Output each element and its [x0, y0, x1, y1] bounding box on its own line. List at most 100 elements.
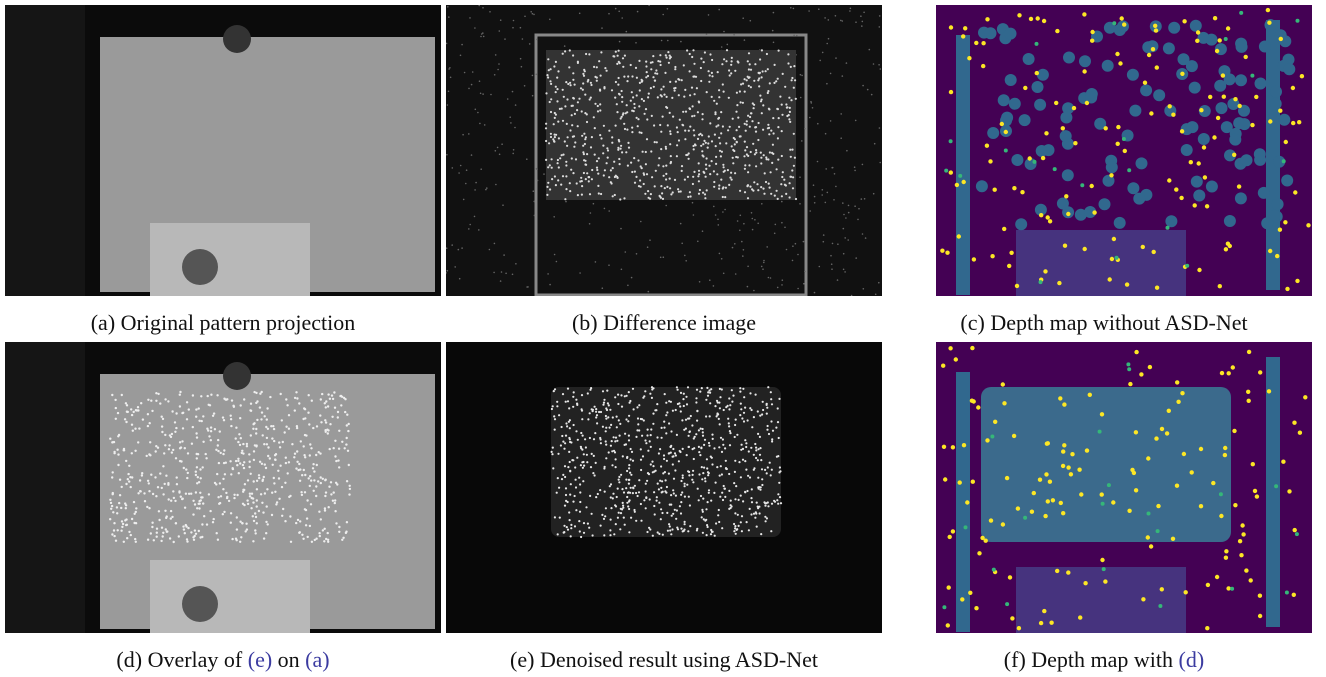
dot — [199, 492, 201, 494]
dot — [550, 83, 552, 85]
dot — [730, 500, 732, 502]
dot — [732, 118, 734, 120]
dot — [620, 117, 622, 119]
reference-link[interactable]: (d) — [1179, 647, 1205, 672]
dot — [149, 422, 151, 424]
dot — [749, 116, 751, 118]
dot — [1270, 86, 1282, 98]
dot — [652, 76, 654, 78]
dot — [1283, 220, 1287, 224]
dot — [689, 94, 691, 96]
dot — [668, 523, 670, 525]
dot — [664, 471, 666, 473]
dot — [1193, 190, 1205, 202]
dot — [722, 444, 724, 446]
dot — [174, 421, 176, 423]
dot — [605, 407, 607, 409]
dot — [138, 427, 140, 429]
dot — [569, 82, 571, 84]
panel-image — [446, 342, 882, 633]
dot — [701, 478, 703, 480]
dot — [697, 111, 699, 113]
dot — [296, 425, 298, 427]
dot — [739, 387, 741, 389]
reference-link[interactable]: (e) — [248, 647, 272, 672]
dot — [638, 429, 640, 431]
dot — [574, 113, 576, 115]
dot — [699, 391, 701, 393]
dot — [320, 398, 322, 400]
dot — [584, 143, 586, 145]
dot — [559, 517, 561, 519]
dot — [621, 406, 623, 408]
dot — [600, 51, 602, 53]
dot — [553, 415, 555, 417]
dot — [225, 492, 227, 494]
dot — [558, 166, 560, 168]
dot — [609, 427, 611, 429]
dot — [1083, 581, 1087, 585]
dot — [113, 522, 115, 524]
dot — [296, 461, 298, 463]
dot — [575, 486, 577, 488]
dot — [770, 171, 772, 173]
dot — [744, 91, 746, 93]
dot — [614, 440, 616, 442]
dot — [218, 462, 220, 464]
dot — [1251, 462, 1255, 466]
dot — [648, 527, 650, 529]
dot — [716, 173, 718, 175]
dot — [794, 157, 796, 159]
dot — [337, 411, 339, 413]
dot — [628, 147, 630, 149]
dot — [761, 266, 763, 268]
dot — [1238, 539, 1242, 543]
dot — [612, 493, 614, 495]
dot — [196, 507, 198, 509]
dot — [297, 519, 299, 521]
dot — [699, 454, 701, 456]
dot — [660, 185, 662, 187]
dot — [822, 189, 824, 191]
dot — [183, 467, 185, 469]
dot — [791, 77, 793, 79]
dot — [1046, 441, 1050, 445]
dot — [709, 415, 711, 417]
dot — [564, 140, 566, 142]
dot — [209, 510, 211, 512]
dot — [215, 449, 217, 451]
wall — [5, 5, 85, 296]
dot — [743, 155, 745, 157]
dot — [750, 86, 752, 88]
dot — [754, 517, 756, 519]
reference-link[interactable]: (a) — [305, 647, 329, 672]
dot — [628, 435, 630, 437]
dot — [721, 473, 723, 475]
dot — [687, 418, 689, 420]
dot — [597, 185, 599, 187]
dot — [649, 239, 651, 241]
dot — [1244, 55, 1248, 59]
dot — [607, 149, 609, 151]
dot — [583, 159, 585, 161]
dot — [642, 397, 644, 399]
dot — [631, 451, 633, 453]
dot — [554, 429, 556, 431]
dot — [721, 492, 723, 494]
dot — [791, 169, 793, 171]
dot — [179, 441, 181, 443]
dot — [151, 410, 153, 412]
dot — [654, 185, 656, 187]
dot — [955, 183, 959, 187]
dot — [669, 178, 671, 180]
dot — [1066, 212, 1070, 216]
dot — [1293, 528, 1297, 532]
dot — [565, 161, 567, 163]
dot — [617, 488, 619, 490]
dot — [770, 398, 772, 400]
dot — [1048, 219, 1052, 223]
dot — [198, 407, 200, 409]
dot — [637, 118, 639, 120]
dot — [793, 87, 795, 89]
dot — [985, 27, 997, 39]
